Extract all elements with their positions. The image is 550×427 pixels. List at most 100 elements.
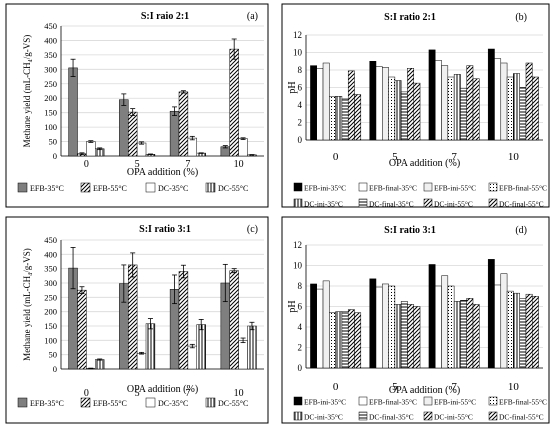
y-tick-label: 400 [44,249,57,259]
bar [466,298,474,369]
bar [187,137,198,157]
x-tick-label: 0 [84,388,89,399]
bar [238,138,248,157]
legend-label: DC-ini-55°C [434,200,473,209]
legend-label: DC-ini-35°C [304,413,343,422]
legend-swatch [293,198,303,208]
legend-label: DC-final-55°C [499,413,544,422]
bar [329,96,336,141]
x-tick-label: 0 [84,159,89,170]
bar [310,283,317,369]
bar [77,289,87,370]
chart-panel-c: S:I ratio 3:1 (c)050100150200250300350400… [5,216,269,424]
bar [447,76,455,141]
bar [127,111,138,157]
legend-swatch [205,397,216,408]
legend-swatch [80,182,91,193]
y-tick-label: 2 [298,118,303,128]
legend-label: DC-35°C [158,184,188,193]
x-tick-label: 10 [234,388,244,399]
bar [506,290,514,369]
x-axis-label: OPA addition (%) [389,158,460,169]
x-tick-label: 5 [392,151,398,163]
bar [322,62,330,141]
y-tick-label: 4 [298,322,303,332]
bar [354,94,362,141]
y-tick-label: 0 [298,135,303,145]
bar [472,78,480,141]
legend-swatch [358,396,368,406]
legend-swatch [423,198,433,208]
y-tick-label: 200 [44,93,57,103]
y-tick-label: 300 [44,64,57,74]
y-axis-label: pH [287,300,298,312]
bar [513,73,520,141]
bar [86,141,96,157]
legend-swatch [358,198,368,208]
bar [119,99,129,157]
bar [500,62,508,141]
panel-label: (d) [515,225,527,236]
bar [178,271,189,370]
x-tick-label: 7 [451,151,457,163]
bar [487,259,495,369]
legend-label: DC-ini-35°C [304,200,343,209]
bar [247,325,257,370]
bar [229,48,239,157]
bar [136,142,147,157]
y-tick-label: 0 [53,364,57,374]
y-tick-label: 6 [298,83,303,93]
legend-label: EFB-ini-55°C [434,398,476,407]
legend-swatch [423,396,433,406]
bar [460,300,467,369]
x-tick-label: 10 [234,159,244,170]
bar [310,65,317,141]
y-tick-label: 400 [44,35,57,45]
x-tick-label: 0 [333,151,339,163]
bar [506,76,514,141]
legend-swatch [293,396,303,406]
bar [525,62,533,141]
legend-label: DC-final-35°C [369,200,414,209]
bar [136,352,147,370]
legend-swatch [80,397,91,408]
y-tick-label: 0 [298,363,303,373]
x-tick-label: 5 [135,388,140,399]
legend-swatch [145,397,156,408]
panel-frame [281,3,550,208]
bar [335,311,343,369]
legend-label: DC-55°C [218,184,248,193]
bar [494,58,502,141]
x-axis-label: OPA addition (%) [389,385,460,396]
y-tick-label: 12 [293,240,302,250]
y-tick-label: 4 [298,100,303,110]
bar [369,278,377,369]
legend-swatch [17,182,28,193]
panel-frame [5,216,269,424]
legend-label: DC-final-55°C [499,200,544,209]
bar [407,68,415,141]
bar [229,270,239,370]
x-tick-label: 7 [185,159,190,170]
bar [453,301,461,369]
chart-panel-b: S:I ratio 2:1 (b) 0 2 4 6 8 10 12 pH 0 5 7 10 OPA addi… [281,3,550,209]
y-tick-label: 6 [298,302,303,312]
bar [394,80,402,141]
bar [472,304,480,369]
legend-label: EFB-ini-55°C [434,184,476,193]
bar [335,96,343,141]
legend-swatch [17,397,28,408]
x-tick-label: 10 [508,381,520,393]
y-tick-label: 100 [44,335,57,345]
legend-label: DC-55°C [218,399,248,408]
bar [525,293,533,369]
bar [238,340,248,370]
bar [322,280,330,369]
bar [413,306,421,369]
bar [394,304,402,369]
x-tick-label: 5 [392,381,398,393]
y-tick-label: 2 [298,343,303,353]
bar [441,65,449,141]
bar [532,296,539,369]
